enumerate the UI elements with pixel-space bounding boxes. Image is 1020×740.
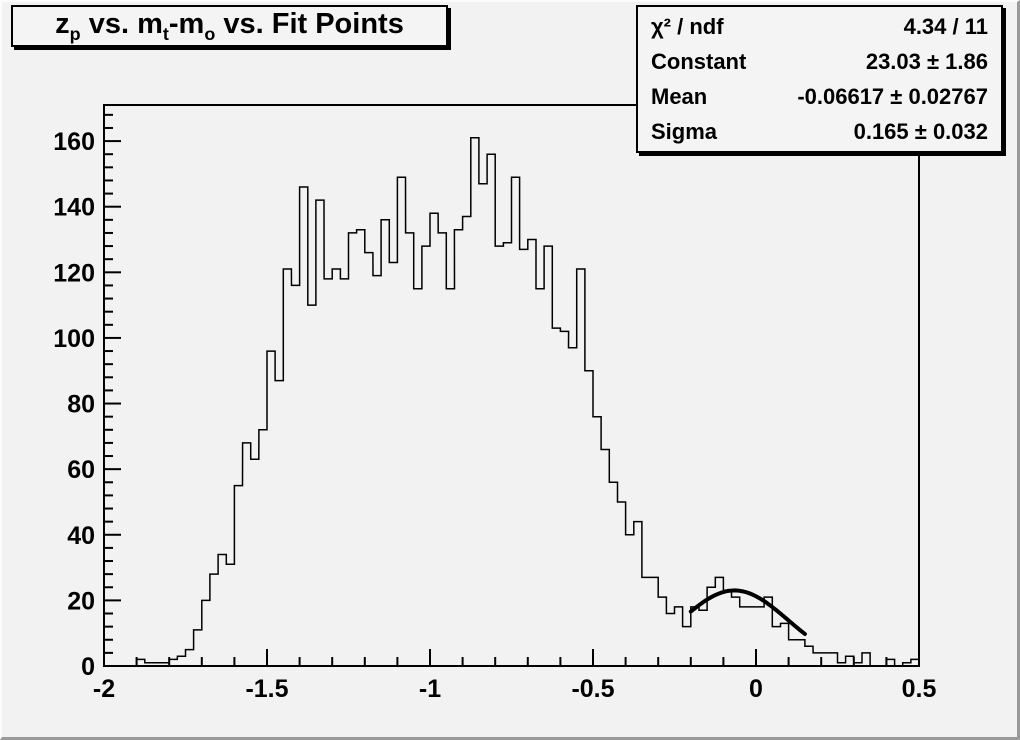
title-text-segment: vs. Fit Points	[215, 7, 404, 40]
stat-label: Constant	[651, 48, 747, 74]
stat-value: -0.06617 ± 0.02767	[797, 83, 988, 109]
x-axis-tick-label: 0	[749, 675, 763, 703]
histogram-line	[104, 137, 920, 667]
stats-box: χ² / ndf 4.34 / 11 Constant 23.03 ± 1.86 Mea…	[636, 5, 1003, 153]
stat-label: Sigma	[651, 118, 718, 144]
x-axis-tick-label: -1	[419, 675, 441, 703]
stat-row: Constant 23.03 ± 1.86	[638, 48, 1001, 74]
x-axis-tick-label: -1.5	[245, 675, 288, 703]
y-axis-tick-label: 120	[53, 259, 95, 287]
stat-row: χ² / ndf 4.34 / 11	[638, 13, 1001, 39]
title-subscript: o	[204, 23, 216, 44]
stat-label: χ² / ndf	[651, 13, 724, 39]
x-axis-tick-label: -2	[93, 675, 115, 703]
y-axis-tick-label: 140	[53, 194, 95, 222]
stat-value: 4.34 / 11	[903, 13, 988, 39]
fit-curve	[688, 588, 807, 636]
y-axis-tick-label: 40	[67, 522, 95, 550]
title-box: zp vs. mt-mo vs. Fit Points	[11, 5, 448, 47]
stat-value: 0.165 ± 0.032	[853, 118, 988, 144]
title-text-segment: -m	[168, 7, 205, 40]
y-axis-tick-label: 100	[53, 325, 95, 353]
title-text-segment: vs. m	[80, 7, 163, 40]
title-subscript: p	[69, 23, 81, 44]
y-axis-tick-label: 160	[53, 128, 95, 156]
y-axis-tick-label: 80	[67, 391, 95, 419]
y-axis-tick-label: 20	[67, 587, 95, 615]
stat-row: Sigma 0.165 ± 0.032	[638, 118, 1001, 144]
title-subscript: t	[162, 23, 169, 44]
y-axis-tick-label: 60	[67, 456, 95, 484]
y-axis-tick-label: 0	[81, 653, 95, 681]
stat-label: Mean	[651, 83, 708, 109]
plot-frame	[103, 104, 920, 667]
title-text-segment: z	[55, 7, 70, 40]
page-title: zp vs. mt-mo vs. Fit Points	[55, 8, 404, 45]
x-axis-tick-label: -0.5	[571, 675, 614, 703]
stat-value: 23.03 ± 1.86	[865, 48, 988, 74]
stat-row: Mean -0.06617 ± 0.02767	[638, 83, 1001, 109]
x-axis-tick-label: 0.5	[902, 675, 937, 703]
